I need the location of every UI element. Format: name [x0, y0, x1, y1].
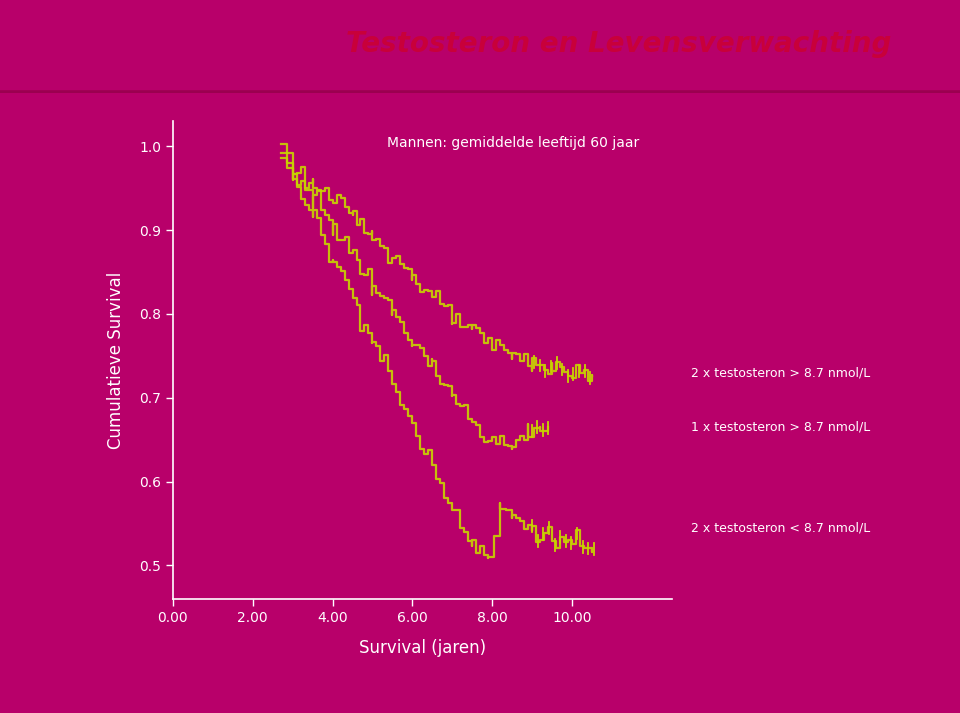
Y-axis label: Cumulatieve Survival: Cumulatieve Survival — [108, 272, 125, 448]
X-axis label: Survival (jaren): Survival (jaren) — [359, 639, 486, 657]
Text: Testosteron en Levensverwachting: Testosteron en Levensverwachting — [346, 31, 891, 58]
Text: Mannen: gemiddelde leeftijd 60 jaar: Mannen: gemiddelde leeftijd 60 jaar — [388, 135, 639, 150]
Text: 1 x testosteron > 8.7 nmol/L: 1 x testosteron > 8.7 nmol/L — [691, 421, 871, 434]
Text: 2 x testosteron < 8.7 nmol/L: 2 x testosteron < 8.7 nmol/L — [691, 521, 871, 534]
Text: 2 x testosteron > 8.7 nmol/L: 2 x testosteron > 8.7 nmol/L — [691, 366, 871, 379]
